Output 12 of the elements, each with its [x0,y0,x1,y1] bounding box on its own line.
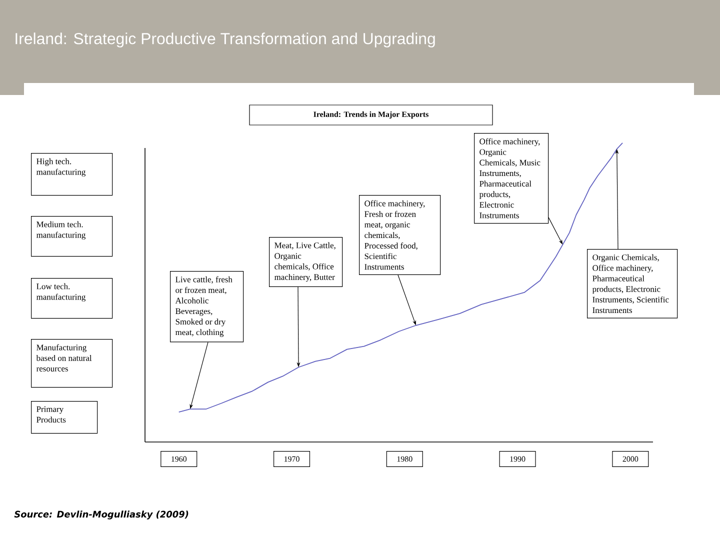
annotation: Meat, Live Cattle, Organic chemicals, Office machinery, Butter [274,242,336,282]
text: Manufacturing based on natural resources [36,344,92,372]
annotation: Live cattle, fresh or frozen meat, Alcoholic Beverages, Smoked or dry meat, clothing [175,276,232,337]
text: Low tech. manufacturing [36,283,86,302]
text: Primary Products [36,406,66,423]
annotation: Organic Chemicals, Office machinery, Pharmaceutical products, Electronic Instruments, Scientific Instruments [592,254,669,314]
annotation: Office machinery, Organic Chemicals, Music Instruments, Pharmaceutical products, Electronic Instruments [479,138,540,218]
chart-title: Ireland: Strategic Productive Transformation and Upgrading [16,32,435,48]
annotation: Office machinery, Fresh or frozen meat, organic chemicals, Processed food, Scientific Instruments [364,200,425,270]
text: Medium tech. manufacturing [36,221,86,240]
text: High tech. manufacturing [36,158,86,177]
source-note: Source: Devlin-Mogulliasky (2009) [14,510,188,520]
